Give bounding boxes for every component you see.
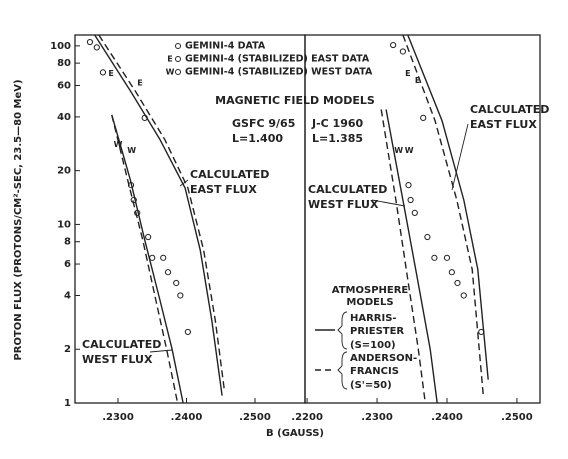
data-point xyxy=(460,292,467,299)
calculated-curve xyxy=(111,114,179,404)
legend-symbol xyxy=(175,56,181,62)
y-tick-label: 10 xyxy=(57,219,71,230)
y-tick-label: 1 xyxy=(64,398,71,409)
annotation: L=1.400 xyxy=(232,132,283,145)
y-tick-label: 80 xyxy=(57,58,71,69)
data-point xyxy=(184,328,191,336)
annotation: CALCULATED xyxy=(470,103,549,116)
calculated-curve xyxy=(385,109,438,404)
panel-frame xyxy=(304,34,541,404)
data-point: E xyxy=(137,78,142,87)
data-point xyxy=(424,233,431,241)
annotation: WEST FLUX xyxy=(308,198,379,211)
atmosphere-param: (S'=50) xyxy=(350,380,392,391)
atmosphere-title: ATMOSPHERE xyxy=(332,285,409,296)
x-axis-label: B (GAUSS) xyxy=(266,428,324,439)
data-point xyxy=(173,279,180,287)
calculated-curve xyxy=(98,34,225,389)
data-point xyxy=(448,269,455,276)
y-tick-label: 60 xyxy=(57,80,71,91)
data-point xyxy=(399,48,407,55)
legend-symbol xyxy=(175,43,181,49)
data-point xyxy=(86,38,94,46)
model-brace xyxy=(337,351,348,390)
y-tick-label: 8 xyxy=(64,237,71,248)
legend-symbol xyxy=(175,69,181,75)
data-point: E xyxy=(415,76,420,85)
y-tick-label: 100 xyxy=(50,41,71,52)
x-tick-label: .2400 xyxy=(171,412,203,423)
x-tick-label: .2500 xyxy=(239,412,271,423)
x-tick-label: .2200 xyxy=(291,412,323,423)
y-axis-label: PROTON FLUX (PROTONS/CM²-SEC, 23.5—80 Me… xyxy=(13,79,24,360)
annotation: EAST FLUX xyxy=(190,183,257,196)
legend-marker: W xyxy=(166,68,175,77)
data-point xyxy=(93,44,100,51)
y-tick-label: 4 xyxy=(64,290,71,301)
data-point xyxy=(177,292,184,299)
annotation: GSFC 9/65 xyxy=(232,117,295,130)
model-brace xyxy=(337,311,348,350)
data-point: W xyxy=(114,140,123,149)
annotation: L=1.385 xyxy=(312,132,363,145)
x-tick-label: .2300 xyxy=(102,412,134,423)
calculated-curve xyxy=(111,114,184,404)
atmosphere-model: ANDERSON- xyxy=(350,353,417,364)
y-tick-label: 6 xyxy=(64,259,71,270)
data-point xyxy=(407,196,414,204)
data-point: E xyxy=(405,69,410,78)
data-point xyxy=(431,254,438,261)
data-point xyxy=(99,69,107,76)
legend-marker: E xyxy=(167,55,172,64)
annotation: CALCULATED xyxy=(190,168,269,181)
annotation-pointer xyxy=(371,199,406,207)
data-point xyxy=(411,209,418,217)
annotation: EAST FLUX xyxy=(470,118,537,131)
calculated-curve xyxy=(402,34,484,396)
x-tick-label: .2300 xyxy=(361,412,393,423)
atmosphere-param: (S=100) xyxy=(350,340,396,351)
data-point xyxy=(164,269,172,276)
atmosphere-model: FRANCIS xyxy=(350,366,399,377)
data-point xyxy=(443,254,451,261)
annotation: CALCULATED xyxy=(308,183,387,196)
legend-label: GEMINI-4 (STABILIZED) EAST DATA xyxy=(185,54,370,65)
annotation-pointer xyxy=(451,123,469,191)
atmosphere-model: HARRIS- xyxy=(350,313,397,324)
data-point xyxy=(390,41,397,49)
y-tick-label: 40 xyxy=(57,112,71,123)
data-point: W xyxy=(405,146,414,155)
annotation-pointer xyxy=(149,349,173,353)
atmosphere-model: PRIESTER xyxy=(350,326,404,337)
annotation: CALCULATED xyxy=(82,338,161,351)
data-point xyxy=(145,233,152,241)
legend-label: GEMINI-4 (STABILIZED) WEST DATA xyxy=(185,67,373,78)
data-point xyxy=(405,182,412,189)
y-tick-label: 20 xyxy=(57,166,71,177)
annotation: MAGNETIC FIELD MODELS xyxy=(215,94,375,107)
legend-label: GEMINI-4 DATA xyxy=(185,41,266,52)
annotation: J-C 1960 xyxy=(311,117,364,130)
annotation: WEST FLUX xyxy=(82,353,153,366)
calculated-curve xyxy=(380,109,426,404)
annotation-pointer xyxy=(179,179,189,187)
data-point xyxy=(160,254,167,261)
y-tick-label: 2 xyxy=(64,344,71,355)
data-point: W xyxy=(127,146,136,155)
calculated-curve xyxy=(94,34,223,396)
x-tick-label: .2500 xyxy=(501,412,533,423)
data-point xyxy=(454,279,461,287)
data-point: W xyxy=(394,146,403,155)
calculated-curve xyxy=(407,34,489,380)
data-point: E xyxy=(108,69,113,78)
x-tick-label: .2400 xyxy=(431,412,463,423)
atmosphere-title: MODELS xyxy=(346,297,393,308)
data-point xyxy=(420,114,427,121)
